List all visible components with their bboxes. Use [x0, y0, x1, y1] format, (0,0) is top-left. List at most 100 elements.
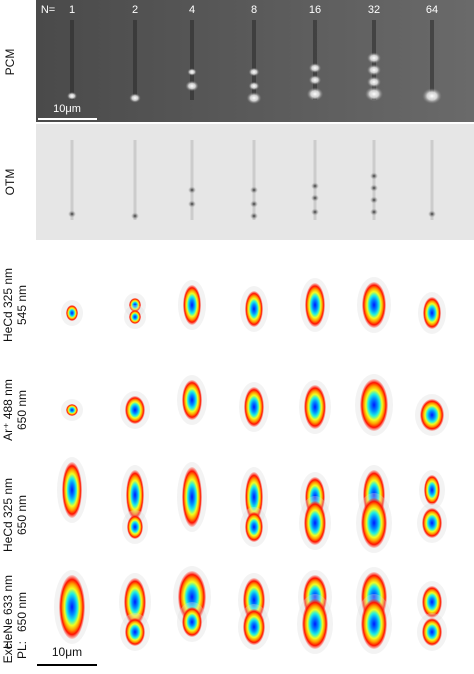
pl-spot — [302, 599, 328, 649]
column-label: 2 — [132, 4, 138, 16]
pl-spot — [245, 472, 263, 522]
emission-label: 650 nm — [15, 592, 29, 632]
spot — [67, 92, 77, 100]
spot — [188, 200, 196, 208]
pl-spot — [244, 387, 264, 427]
spot — [311, 208, 319, 216]
pl-spot — [245, 291, 263, 327]
spot — [246, 92, 262, 104]
excitation-label: HeNe 633 nm — [1, 575, 15, 649]
pl-label: PL: — [15, 641, 29, 659]
pl-maps — [54, 277, 449, 654]
emission-label: 545 nm — [15, 285, 29, 325]
otm-label: OTM — [3, 169, 17, 196]
spot — [306, 87, 324, 101]
pl-spot — [66, 305, 78, 321]
spot — [428, 210, 436, 218]
spot — [370, 184, 378, 192]
pl-spot — [129, 310, 141, 324]
pl-spot — [361, 498, 387, 548]
column-label: 1 — [69, 4, 75, 16]
streak — [70, 20, 74, 100]
spot — [248, 81, 260, 91]
pl-spot — [243, 578, 265, 622]
pl-spot — [178, 571, 206, 623]
pl-spot — [127, 515, 143, 539]
pl-spot — [59, 575, 85, 639]
pl-spot — [304, 385, 326, 429]
spot — [250, 212, 258, 220]
panel-features — [67, 20, 442, 220]
pl-spot — [183, 285, 201, 325]
scale-label: 10μm — [53, 103, 81, 115]
spot — [308, 75, 322, 85]
pl-spot — [420, 399, 444, 431]
pl-spot — [423, 297, 441, 329]
excitation-label: HeCd 325 nm — [1, 268, 15, 342]
pl-spot — [304, 501, 326, 545]
excitation-label: Ar⁺ 488 nm — [1, 379, 15, 441]
spot — [370, 172, 378, 180]
streak — [190, 140, 194, 220]
pl-spot — [422, 586, 442, 618]
pl-spot — [182, 607, 202, 637]
pl-spot — [125, 618, 145, 646]
pl-spot — [243, 609, 265, 645]
pl-spot — [245, 512, 263, 542]
column-label: 64 — [426, 4, 438, 16]
spot — [365, 86, 383, 102]
streak — [430, 140, 434, 220]
spot — [129, 93, 141, 103]
pl-spot — [129, 298, 141, 312]
spot — [370, 208, 378, 216]
pl-spot — [424, 475, 440, 505]
streak — [430, 20, 434, 100]
spot — [185, 80, 199, 92]
column-label: 4 — [189, 4, 195, 16]
spot — [311, 194, 319, 202]
streak — [252, 20, 256, 100]
spot — [367, 52, 381, 64]
column-label: 16 — [309, 4, 321, 16]
spot — [68, 210, 76, 218]
streak — [313, 20, 317, 100]
spot — [250, 186, 258, 194]
streak — [372, 140, 376, 220]
streak — [190, 20, 194, 100]
pl-spot — [182, 467, 202, 527]
pl-spot — [422, 508, 442, 538]
spot — [370, 196, 378, 204]
pl-spot — [305, 283, 325, 327]
spot — [311, 182, 319, 190]
spot — [248, 67, 260, 77]
spot — [131, 212, 139, 220]
pl-spot — [126, 470, 144, 520]
column-label: N= — [41, 4, 55, 16]
pcm-label: PCM — [3, 49, 17, 76]
spot — [250, 200, 258, 208]
scale-label: 10μm — [52, 645, 82, 659]
streak — [133, 140, 137, 220]
pl-spot — [422, 618, 442, 646]
streak — [252, 140, 256, 220]
pl-spot — [124, 578, 146, 626]
streak — [133, 20, 137, 100]
excitation-label: HeCd 325 nm — [1, 478, 15, 552]
column-label: 32 — [368, 4, 380, 16]
pl-spot — [66, 404, 78, 416]
exc-label: Exc.: — [1, 637, 15, 664]
spot — [308, 63, 322, 73]
pl-spot — [182, 380, 202, 420]
streak — [313, 140, 317, 220]
pl-spot — [362, 282, 386, 328]
pl-spot — [360, 379, 388, 431]
emission-label: 650 nm — [15, 495, 29, 535]
spot — [367, 64, 381, 76]
column-label: 8 — [251, 4, 257, 16]
spot — [187, 68, 197, 76]
pl-spot — [62, 462, 82, 518]
pl-spot — [125, 396, 145, 424]
streak — [70, 140, 74, 220]
emission-label: 650 nm — [15, 390, 29, 430]
